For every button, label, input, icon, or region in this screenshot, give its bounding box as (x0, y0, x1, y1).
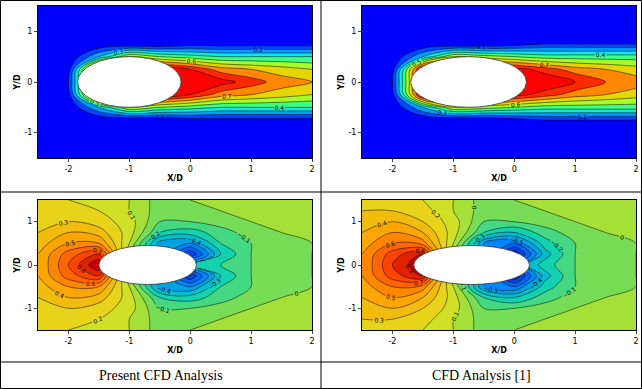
svg-text:0.4: 0.4 (54, 289, 66, 300)
svg-text:-2: -2 (388, 165, 396, 174)
svg-text:0.4: 0.4 (596, 51, 606, 58)
svg-text:-1: -1 (449, 337, 457, 346)
svg-text:0: 0 (470, 205, 477, 209)
svg-text:0.6: 0.6 (511, 101, 521, 109)
svg-text:−0.4: −0.4 (156, 284, 172, 295)
svg-text:1: 1 (249, 337, 254, 346)
svg-text:0.8: 0.8 (472, 97, 482, 104)
svg-text:X/D: X/D (491, 174, 507, 183)
svg-text:0.5: 0.5 (65, 238, 76, 247)
svg-text:1: 1 (27, 217, 32, 226)
svg-text:−0.1: −0.1 (561, 285, 577, 299)
svg-text:−0.5: −0.5 (508, 235, 524, 246)
svg-text:1: 1 (573, 165, 578, 174)
svg-text:0.7: 0.7 (413, 279, 423, 287)
svg-text:Y/D: Y/D (337, 257, 346, 274)
svg-text:2: 2 (633, 337, 638, 346)
svg-text:−0.3: −0.3 (470, 232, 486, 247)
svg-text:0: 0 (351, 78, 356, 87)
svg-text:0.3: 0.3 (437, 108, 448, 116)
svg-text:1: 1 (249, 165, 254, 174)
svg-text:0.2: 0.2 (92, 314, 104, 325)
svg-text:0.1: 0.1 (476, 43, 486, 50)
svg-text:0.8: 0.8 (148, 60, 158, 68)
svg-text:0: 0 (188, 165, 193, 174)
svg-text:0.7: 0.7 (539, 61, 549, 69)
svg-text:−0.4: −0.4 (528, 276, 544, 291)
svg-text:0: 0 (27, 261, 32, 270)
svg-text:1: 1 (27, 27, 32, 36)
svg-text:0: 0 (127, 276, 135, 283)
svg-text:−0.2: −0.2 (549, 238, 565, 253)
svg-text:0.6: 0.6 (86, 280, 96, 287)
svg-text:0: 0 (188, 337, 193, 346)
svg-text:X/D: X/D (167, 174, 183, 183)
svg-text:X/D: X/D (167, 346, 183, 355)
svg-text:0.3: 0.3 (374, 316, 384, 323)
svg-text:Y/D: Y/D (13, 74, 22, 91)
svg-text:0: 0 (512, 165, 517, 174)
svg-text:2: 2 (309, 337, 314, 346)
svg-text:-1: -1 (125, 337, 133, 346)
svg-text:−0.4: −0.4 (186, 235, 202, 247)
svg-text:-1: -1 (449, 165, 457, 174)
svg-text:0.7: 0.7 (92, 246, 103, 255)
svg-text:Present CFD Analysis: Present CFD Analysis (99, 368, 223, 383)
svg-text:−0.5: −0.5 (182, 266, 197, 273)
svg-text:CFD Analysis [1]: CFD Analysis [1] (432, 368, 531, 383)
svg-text:-2: -2 (388, 337, 396, 346)
svg-text:Y/D: Y/D (337, 74, 346, 91)
svg-text:0.5: 0.5 (385, 293, 396, 302)
svg-text:1: 1 (351, 27, 356, 36)
svg-text:2: 2 (633, 165, 638, 174)
svg-text:0.2: 0.2 (578, 113, 588, 120)
svg-text:0.3: 0.3 (58, 218, 69, 227)
svg-text:0.1: 0.1 (126, 209, 137, 221)
svg-text:0.5: 0.5 (89, 97, 101, 107)
svg-text:0: 0 (512, 337, 517, 346)
svg-text:−0.1: −0.1 (155, 303, 171, 314)
svg-text:0.2: 0.2 (254, 46, 264, 53)
svg-text:0: 0 (351, 261, 356, 270)
svg-text:−0.3: −0.3 (206, 276, 222, 291)
svg-text:0.5: 0.5 (411, 58, 423, 68)
svg-text:0.2: 0.2 (430, 208, 442, 220)
svg-text:-1: -1 (125, 165, 133, 174)
svg-text:-1: -1 (24, 128, 32, 137)
svg-text:2: 2 (309, 165, 314, 174)
svg-text:−0.1: −0.1 (457, 275, 469, 291)
svg-text:-2: -2 (64, 337, 72, 346)
svg-text:0: 0 (294, 290, 300, 298)
svg-text:X/D: X/D (491, 346, 507, 355)
svg-text:0: 0 (27, 78, 32, 87)
svg-text:−0.5: −0.5 (483, 284, 499, 294)
svg-text:0.9: 0.9 (404, 262, 415, 274)
svg-text:-2: -2 (64, 165, 72, 174)
svg-text:1: 1 (351, 217, 356, 226)
svg-text:0.6: 0.6 (187, 57, 197, 65)
svg-text:−0.6: −0.6 (506, 265, 521, 272)
svg-text:0.8: 0.8 (415, 247, 426, 255)
svg-text:Y/D: Y/D (13, 257, 22, 274)
svg-text:0.3: 0.3 (113, 47, 124, 55)
svg-text:−0.2: −0.2 (145, 229, 161, 243)
svg-text:0.9: 0.9 (125, 94, 135, 101)
svg-text:-1: -1 (24, 304, 32, 313)
svg-text:0.1: 0.1 (155, 114, 165, 121)
svg-text:0.4: 0.4 (275, 104, 285, 111)
svg-text:0.1: 0.1 (450, 310, 461, 322)
svg-text:0.8: 0.8 (76, 263, 88, 275)
svg-text:0: 0 (619, 233, 625, 241)
svg-text:1: 1 (573, 337, 578, 346)
svg-text:0.4: 0.4 (376, 219, 387, 229)
svg-text:−0.1: −0.1 (236, 230, 252, 244)
svg-text:-1: -1 (348, 304, 356, 313)
svg-text:0.7: 0.7 (222, 92, 232, 99)
svg-text:-1: -1 (348, 128, 356, 137)
svg-text:0.9: 0.9 (447, 63, 457, 70)
svg-text:0.6: 0.6 (385, 239, 396, 249)
